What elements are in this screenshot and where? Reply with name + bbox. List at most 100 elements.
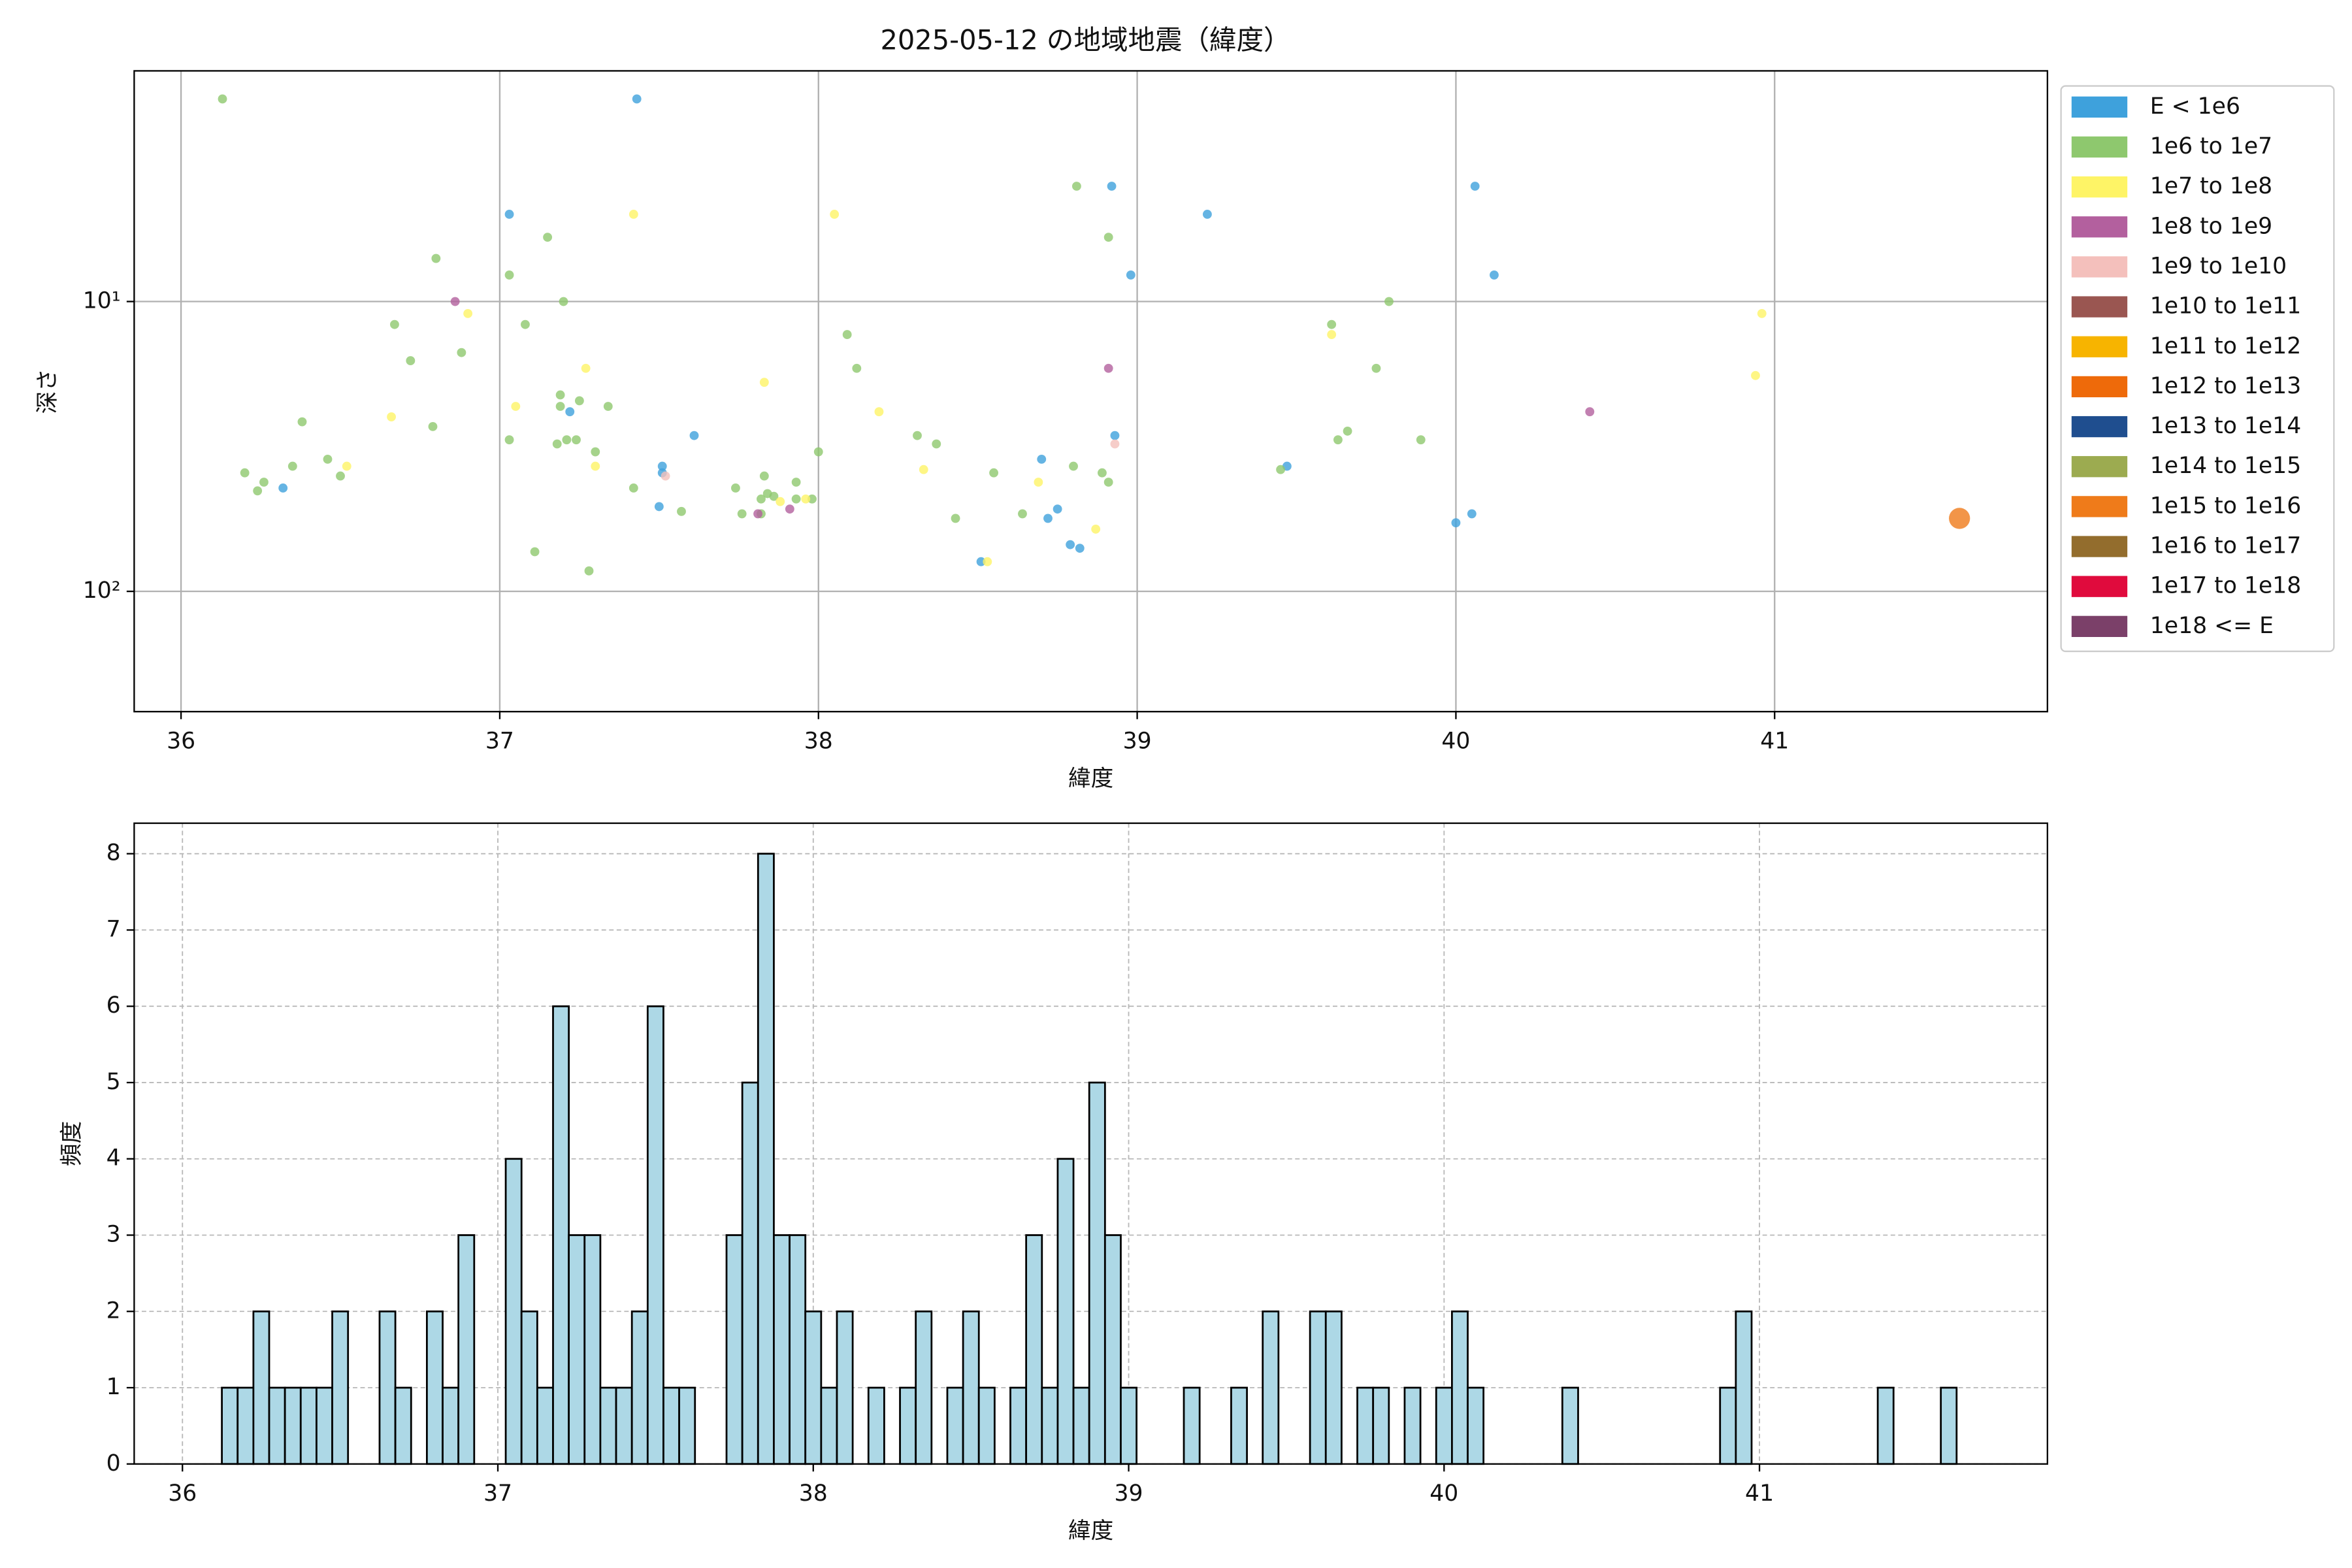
x-tick-label: 40	[1441, 728, 1470, 754]
histogram-bar	[1324, 1310, 1343, 1465]
x-tick-label: 38	[799, 1480, 828, 1507]
y-tick-label: 4	[106, 1145, 121, 1171]
scatter-point	[1110, 431, 1120, 440]
scatter-point	[657, 461, 667, 471]
histogram-bar	[1041, 1386, 1059, 1465]
legend-label: 1e8 to 1e9	[2150, 213, 2272, 239]
histogram-bar	[520, 1310, 538, 1465]
scatter-point	[342, 461, 351, 471]
legend-swatch	[2071, 216, 2128, 238]
scatter-point	[287, 461, 297, 471]
scatter-point	[951, 514, 960, 523]
histogram-bar	[789, 1234, 807, 1465]
scatter-point	[336, 471, 345, 481]
scatter-point	[1091, 524, 1101, 534]
legend-label: 1e7 to 1e8	[2150, 173, 2272, 199]
scatter-point	[552, 439, 562, 449]
histogram-bar	[1230, 1386, 1248, 1465]
histogram-bar	[583, 1234, 602, 1465]
scatter-point	[574, 396, 584, 406]
plot-frame	[133, 70, 2048, 713]
x-axis-label: 緯度	[1068, 766, 1113, 792]
scatter-point	[1018, 509, 1027, 519]
scatter-point	[919, 465, 928, 474]
scatter-point	[530, 547, 540, 557]
histogram-bar	[1735, 1310, 1753, 1465]
scatter-point	[1075, 544, 1085, 553]
legend-swatch	[2071, 296, 2128, 318]
legend-label: 1e6 to 1e7	[2150, 133, 2272, 159]
histogram-bar	[1372, 1386, 1390, 1465]
histogram-bar	[1435, 1386, 1453, 1465]
x-tick-label: 41	[1760, 728, 1789, 754]
scatter-point	[463, 308, 473, 318]
scatter-point	[791, 478, 801, 487]
scatter-point	[1384, 297, 1394, 306]
histogram-bar	[899, 1386, 917, 1465]
scatter-point	[1333, 435, 1343, 445]
y-axis-label: 深さ	[35, 368, 61, 414]
plot-frame	[133, 822, 2048, 1465]
scatter-point	[989, 468, 998, 478]
scatter-point	[406, 356, 416, 366]
scatter-point	[1110, 439, 1120, 449]
y-tick-label: 8	[106, 840, 121, 866]
scatter-point	[813, 447, 823, 457]
legend-swatch	[2071, 176, 2128, 198]
scatter-point	[543, 233, 553, 242]
scatter-point	[629, 210, 638, 219]
scatter-point	[559, 297, 568, 306]
legend-swatch	[2071, 615, 2128, 637]
scatter-point	[1467, 509, 1477, 519]
scatter-point	[1490, 270, 1499, 280]
histogram-bar	[773, 1234, 791, 1465]
scatter-point	[504, 435, 514, 445]
scatter-point	[562, 435, 572, 445]
scatter-point	[1066, 540, 1075, 549]
scatter-point	[1751, 370, 1760, 380]
legend-label: E < 1e6	[2150, 93, 2240, 120]
scatter-point	[1103, 478, 1113, 487]
legend-swatch	[2071, 256, 2128, 278]
scatter-point	[1053, 504, 1062, 514]
scatter-point	[1276, 465, 1286, 474]
y-tick-label: 6	[106, 992, 121, 1019]
scatter-point	[431, 253, 441, 263]
legend-swatch	[2071, 336, 2128, 357]
legend-label: 1e10 to 1e11	[2150, 293, 2301, 319]
histogram-bar	[820, 1386, 838, 1465]
histogram-bar	[299, 1386, 318, 1465]
scatter-point	[259, 478, 269, 487]
x-axis-label: 緯度	[1068, 1518, 1113, 1544]
histogram-bar	[1103, 1234, 1122, 1465]
legend-swatch	[2071, 96, 2128, 118]
y-tick-label: 10¹	[83, 288, 121, 314]
histogram-bar	[504, 1158, 523, 1465]
scatter-point	[1949, 508, 1970, 529]
scatter-point	[387, 412, 396, 421]
x-tick-label: 39	[1123, 728, 1152, 754]
legend-swatch	[2071, 536, 2128, 557]
legend-swatch	[2071, 416, 2128, 438]
scatter-point	[218, 94, 227, 104]
scatter-point	[504, 210, 514, 219]
scatter-point	[874, 407, 884, 417]
legend-label: 1e14 to 1e15	[2150, 453, 2301, 479]
scatter-point	[253, 486, 263, 496]
legend-swatch	[2071, 136, 2128, 158]
scatter-point	[1098, 468, 1107, 478]
legend-frame	[2060, 85, 2335, 653]
histogram-bar	[1309, 1310, 1327, 1465]
scatter-point	[1107, 182, 1117, 191]
scatter-point	[323, 454, 333, 464]
scatter-point	[555, 402, 565, 411]
y-tick-label: 2	[106, 1298, 121, 1324]
histogram-bar	[457, 1234, 476, 1465]
scatter-point	[584, 566, 594, 576]
histogram-bar	[1450, 1310, 1469, 1465]
histogram-bar	[1088, 1081, 1106, 1465]
scatter-point	[801, 494, 811, 504]
legend-swatch	[2071, 456, 2128, 478]
